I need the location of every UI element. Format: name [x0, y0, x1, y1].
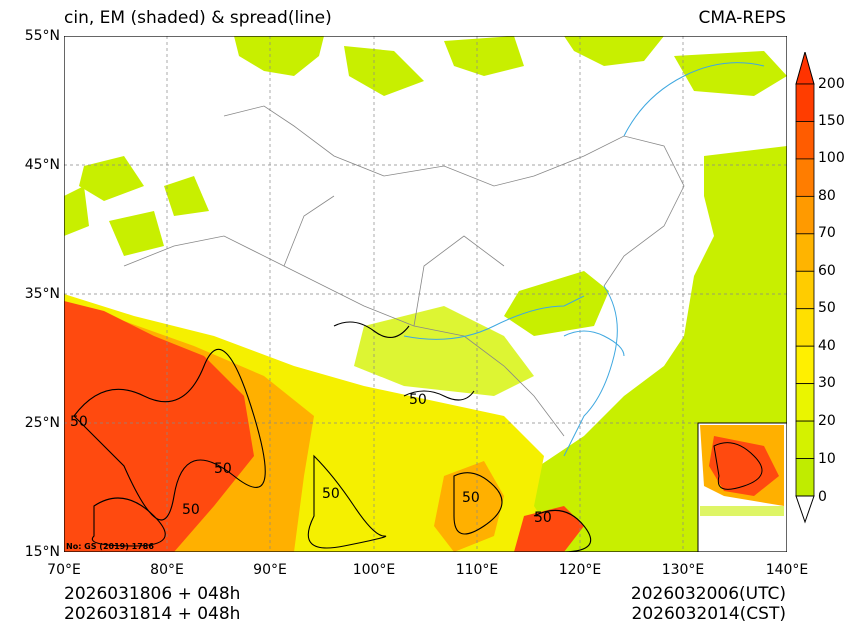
colorbar-label: 20 — [818, 413, 836, 429]
colorbar-label: 100 — [818, 150, 845, 166]
contour-label: 50 — [322, 486, 340, 502]
contour-label: 50 — [70, 414, 88, 430]
lon-label-120e: 120°E — [558, 562, 602, 578]
colorbar-blocks — [795, 83, 815, 497]
contour-label: 50 — [462, 490, 480, 506]
lat-label-35n: 35°N — [24, 286, 60, 302]
south-china-sea-inset — [697, 422, 787, 552]
very-high-cin-se — [514, 506, 584, 552]
colorbar-segment — [795, 308, 815, 347]
lat-label-25n: 25°N — [24, 415, 60, 431]
low-cin-region-north — [64, 36, 787, 256]
spread-contours — [73, 321, 592, 552]
init-time-cst: 2026031814 + 048h — [64, 604, 241, 624]
colorbar-segment — [795, 195, 815, 235]
colorbar-segment — [795, 233, 815, 272]
colorbar-segment — [795, 121, 815, 160]
colorbar — [795, 52, 815, 524]
colorbar-segment — [795, 345, 815, 385]
colorbar-label: 70 — [818, 225, 836, 241]
colorbar-label: 10 — [818, 451, 836, 467]
contour-label: 50 — [409, 392, 427, 408]
lon-label-100e: 100°E — [352, 562, 396, 578]
colorbar-segment — [795, 83, 815, 122]
valid-time-cst: 2026032014(CST) — [631, 604, 786, 624]
init-time-utc: 2026031806 + 048h — [64, 584, 241, 604]
lon-label-140e: 140°E — [765, 562, 809, 578]
low-cin-region-north-china — [504, 271, 609, 336]
colorbar-label: 30 — [818, 375, 836, 391]
map-plot: 50 50 50 50 50 50 50 — [64, 36, 787, 552]
high-cin-se-asia — [434, 461, 504, 552]
colorbar-label: 80 — [818, 188, 836, 204]
lat-label-55n: 55°N — [24, 28, 60, 44]
colorbar-segment — [795, 383, 815, 422]
colorbar-label: 200 — [818, 76, 845, 92]
model-name: CMA-REPS — [698, 8, 786, 28]
colorbar-label: 40 — [818, 338, 836, 354]
colorbar-label: 150 — [818, 113, 845, 129]
contour-label: 50 — [182, 502, 200, 518]
lon-label-70e: 70°E — [47, 562, 81, 578]
lat-label-15n: 15°N — [24, 544, 60, 560]
lon-label-90e: 90°E — [253, 562, 287, 578]
lon-label-80e: 80°E — [150, 562, 184, 578]
colorbar-segment — [795, 458, 815, 497]
colorbar-segment — [795, 270, 815, 310]
map-source-note: No: GS (2019) 1786 — [66, 542, 154, 551]
colorbar-segment — [795, 158, 815, 197]
country-borders — [123, 105, 685, 437]
map-title: cin, EM (shaded) & spread(line) — [64, 8, 332, 28]
colorbar-label: 60 — [818, 263, 836, 279]
colorbar-label: 0 — [818, 489, 827, 505]
contour-label: 50 — [534, 510, 552, 526]
contour-label: 50 — [214, 461, 232, 477]
lon-label-130e: 130°E — [661, 562, 705, 578]
colorbar-segment — [795, 420, 815, 459]
colorbar-top-arrow — [795, 52, 815, 85]
lat-label-45n: 45°N — [24, 157, 60, 173]
colorbar-label: 50 — [818, 300, 836, 316]
colorbar-bottom-arrow — [795, 495, 815, 524]
lon-label-110e: 110°E — [455, 562, 499, 578]
very-high-cin-region — [64, 301, 254, 552]
rivers — [403, 62, 765, 457]
valid-time-utc: 2026032006(UTC) — [630, 584, 786, 604]
graticule — [64, 36, 787, 552]
